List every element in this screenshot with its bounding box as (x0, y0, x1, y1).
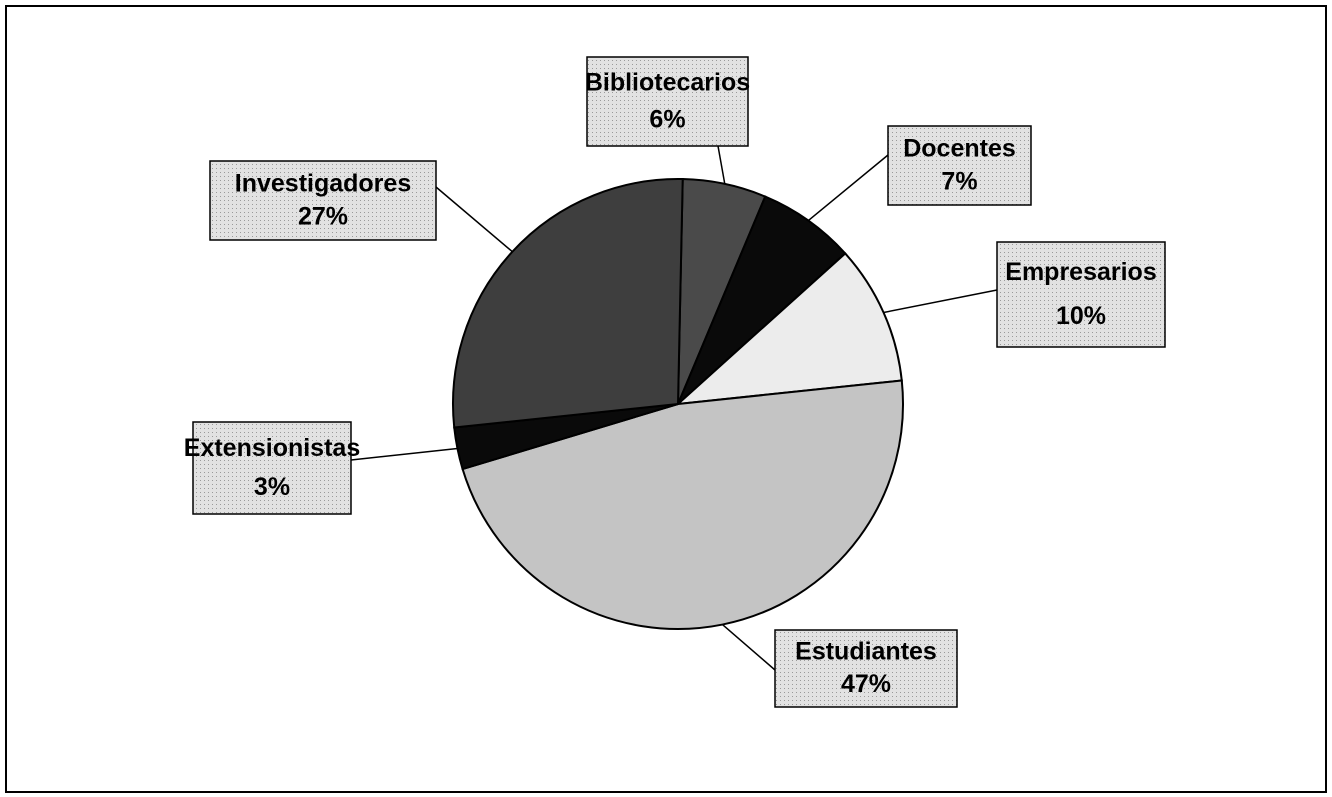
leader-line (807, 154, 889, 222)
slice-label: Investigadores (235, 169, 411, 197)
slice-value: 47% (841, 670, 891, 698)
label-box (586, 56, 749, 147)
slice-label: Empresarios (1005, 258, 1156, 286)
label-box (192, 421, 352, 515)
leader-line (435, 186, 513, 253)
leader-line (717, 145, 726, 185)
frame (5, 5, 1327, 793)
label-box (774, 629, 958, 708)
slice-label: Docentes (903, 134, 1016, 162)
slice-label: Extensionistas (184, 434, 360, 462)
label-box (887, 125, 1032, 206)
label-box (996, 241, 1166, 348)
slice-label: Estudiantes (795, 638, 937, 666)
slice-label: Bibliotecarios (585, 68, 750, 96)
leader-line (350, 447, 458, 461)
slice-value: 6% (649, 106, 685, 134)
slice-value: 7% (941, 167, 977, 195)
slice-value: 10% (1056, 302, 1106, 330)
pie-slice (675, 252, 903, 406)
pie-slice (461, 379, 904, 630)
label-box (209, 160, 437, 241)
pie-slice (452, 178, 684, 429)
leader-line (721, 623, 776, 671)
slice-value: 27% (298, 202, 348, 230)
slice-value: 3% (254, 473, 290, 501)
leader-line (883, 289, 998, 314)
